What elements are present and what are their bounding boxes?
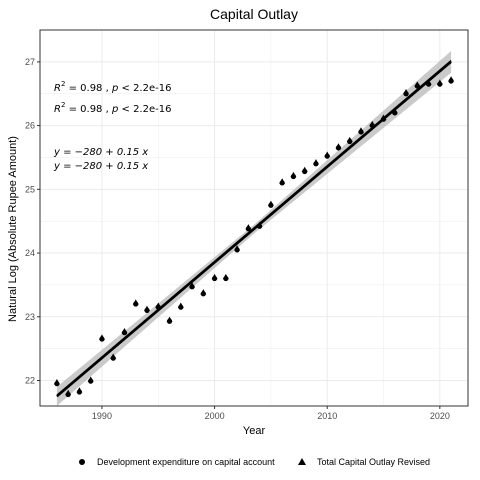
legend-triangle-marker <box>298 458 306 465</box>
annotation-r2-2-tail: < 2.2e-16 <box>118 104 171 115</box>
annotation-eq-2: y = −280 + 0.15 x <box>53 161 148 172</box>
y-axis-ticks: 22 23 24 25 26 27 <box>25 57 40 386</box>
data-points <box>53 76 455 398</box>
legend-label-total: Total Capital Outlay Revised <box>317 457 430 467</box>
plot-area <box>39 29 469 407</box>
point-total <box>200 289 207 295</box>
point-total <box>234 245 241 251</box>
point-total <box>65 389 72 396</box>
point-total <box>211 273 218 280</box>
y-tick-label: 23 <box>25 312 35 322</box>
y-tick-label: 24 <box>25 248 35 258</box>
point-total <box>256 221 263 227</box>
annotation-r2-1-p: p <box>111 83 118 94</box>
point-total <box>358 127 364 133</box>
point-total <box>312 159 319 165</box>
point-total <box>110 353 117 359</box>
point-total <box>425 79 432 85</box>
point-total <box>346 136 353 143</box>
legend-circle-marker <box>79 459 85 465</box>
x-tick-label: 2000 <box>205 411 225 421</box>
annotation-r2-1: R2 = 0.98 , p < 2.2e-16 <box>54 80 171 94</box>
point-total <box>301 166 308 173</box>
point-total <box>245 224 252 230</box>
legend: Development expenditure on capital accou… <box>79 457 430 467</box>
point-total <box>144 305 150 311</box>
point-total <box>436 79 443 85</box>
x-tick-label: 1990 <box>92 411 112 421</box>
annotation-r2-2-sup: 2 <box>61 101 65 109</box>
y-tick-label: 26 <box>25 121 35 131</box>
y-tick-label: 27 <box>25 57 35 67</box>
y-tick-label: 25 <box>25 184 35 194</box>
annotation-eq-1: y = −280 + 0.15 x <box>53 147 148 158</box>
point-total <box>369 120 376 127</box>
point-total <box>391 108 398 114</box>
annotation-r2-2: R2 = 0.98 , p < 2.2e-16 <box>54 101 171 115</box>
grid <box>40 30 468 406</box>
annotation-r2-1-sup: 2 <box>61 80 65 88</box>
point-total <box>177 302 184 308</box>
point-total <box>98 334 105 340</box>
point-total <box>189 282 196 288</box>
point-total <box>87 376 94 382</box>
y-axis-title: Natural Log (Absolute Rupee Amount) <box>7 136 19 322</box>
annotation-r2-1-rest: = 0.98 , <box>65 83 112 94</box>
annotations: R2 = 0.98 , p < 2.2e-16 R2 = 0.98 , p < … <box>53 80 171 172</box>
x-tick-label: 2010 <box>317 411 337 421</box>
point-total <box>380 114 387 120</box>
point-total <box>403 89 410 95</box>
point-total <box>290 171 297 178</box>
point-total <box>132 299 139 305</box>
fit-line-total <box>56 60 452 396</box>
panel-border <box>39 29 469 407</box>
x-axis-title: Year <box>243 425 266 437</box>
annotation-r2-2-prefix: R <box>54 104 61 115</box>
annotation-r2-2-p: p <box>111 104 118 115</box>
point-total <box>222 273 229 280</box>
point-total <box>53 379 60 385</box>
annotation-r2-1-tail: < 2.2e-16 <box>118 83 171 94</box>
point-total <box>335 143 342 149</box>
annotation-r2-2-rest: = 0.98 , <box>65 104 112 115</box>
point-total <box>414 81 421 87</box>
point-total <box>76 387 83 393</box>
point-total <box>267 200 274 206</box>
point-total <box>121 328 128 334</box>
point-total <box>279 178 286 184</box>
y-tick-label: 22 <box>25 376 35 386</box>
chart-title: Capital Outlay <box>210 6 298 22</box>
point-total <box>324 151 331 157</box>
point-total <box>155 302 162 308</box>
x-axis-ticks: 1990 2000 2010 2020 <box>92 406 450 421</box>
point-total <box>166 316 173 322</box>
point-total <box>448 76 455 82</box>
legend-label-development: Development expenditure on capital accou… <box>97 457 275 467</box>
annotation-r2-1-prefix: R <box>54 83 61 94</box>
x-tick-label: 2020 <box>430 411 450 421</box>
